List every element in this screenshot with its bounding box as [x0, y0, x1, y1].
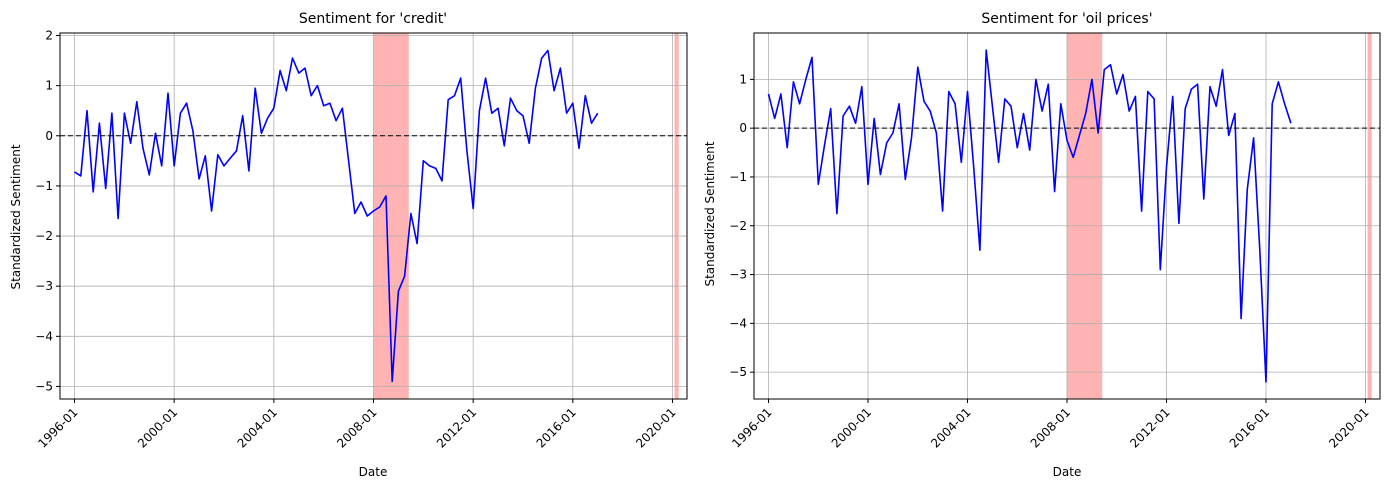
- chart-title: Sentiment for 'credit': [299, 11, 447, 27]
- x-tick-label: 2000-01: [829, 405, 874, 450]
- x-tick-label: 2008-01: [1028, 405, 1073, 450]
- shaded-period: [674, 33, 679, 399]
- y-tick-label: 0: [739, 121, 747, 135]
- y-tick-label: −2: [35, 229, 53, 243]
- x-tick-label: 2008-01: [334, 405, 379, 450]
- x-axis-label: Date: [1053, 465, 1082, 479]
- y-tick-label: −1: [729, 170, 747, 184]
- y-tick-label: 1: [739, 72, 747, 86]
- y-tick-label: −5: [729, 365, 747, 379]
- x-tick-label: 2016-01: [1227, 405, 1272, 450]
- x-tick-label: 2004-01: [235, 405, 280, 450]
- y-axis-label: Standardized Sentiment: [703, 141, 717, 286]
- y-tick-label: −3: [35, 279, 53, 293]
- y-tick-label: −4: [35, 329, 53, 343]
- x-tick-label: 1996-01: [729, 405, 774, 450]
- y-axis-label: Standardized Sentiment: [9, 144, 23, 289]
- y-tick-label: −2: [729, 219, 747, 233]
- chart-oil-prices: Sentiment for 'oil prices' Date Standard…: [703, 11, 1381, 479]
- x-tick-label: 2012-01: [434, 405, 479, 450]
- x-tick-label: 2020-01: [633, 405, 678, 450]
- shaded-period: [1367, 33, 1372, 399]
- y-tick-label: 1: [45, 79, 53, 93]
- x-tick-label: 2004-01: [928, 405, 973, 450]
- y-tick-label: 0: [45, 129, 53, 143]
- x-tick-label: 2016-01: [534, 405, 579, 450]
- x-tick-label: 2012-01: [1127, 405, 1172, 450]
- chart-title: Sentiment for 'oil prices': [981, 11, 1152, 27]
- y-tick-label: −3: [729, 268, 747, 282]
- y-tick-label: −5: [35, 379, 53, 393]
- x-tick-label: 2020-01: [1326, 405, 1371, 450]
- x-tick-label: 2000-01: [135, 405, 180, 450]
- series-line: [74, 49, 599, 383]
- y-tick-label: 2: [45, 29, 53, 43]
- chart-credit: Sentiment for 'credit' Date Standardized…: [9, 11, 688, 479]
- y-tick-label: −1: [35, 179, 53, 193]
- x-tick-label: 1996-01: [35, 405, 80, 450]
- shaded-period: [1067, 33, 1103, 399]
- series-line: [767, 49, 1292, 383]
- x-axis-label: Date: [359, 465, 388, 479]
- y-tick-label: −4: [729, 316, 747, 330]
